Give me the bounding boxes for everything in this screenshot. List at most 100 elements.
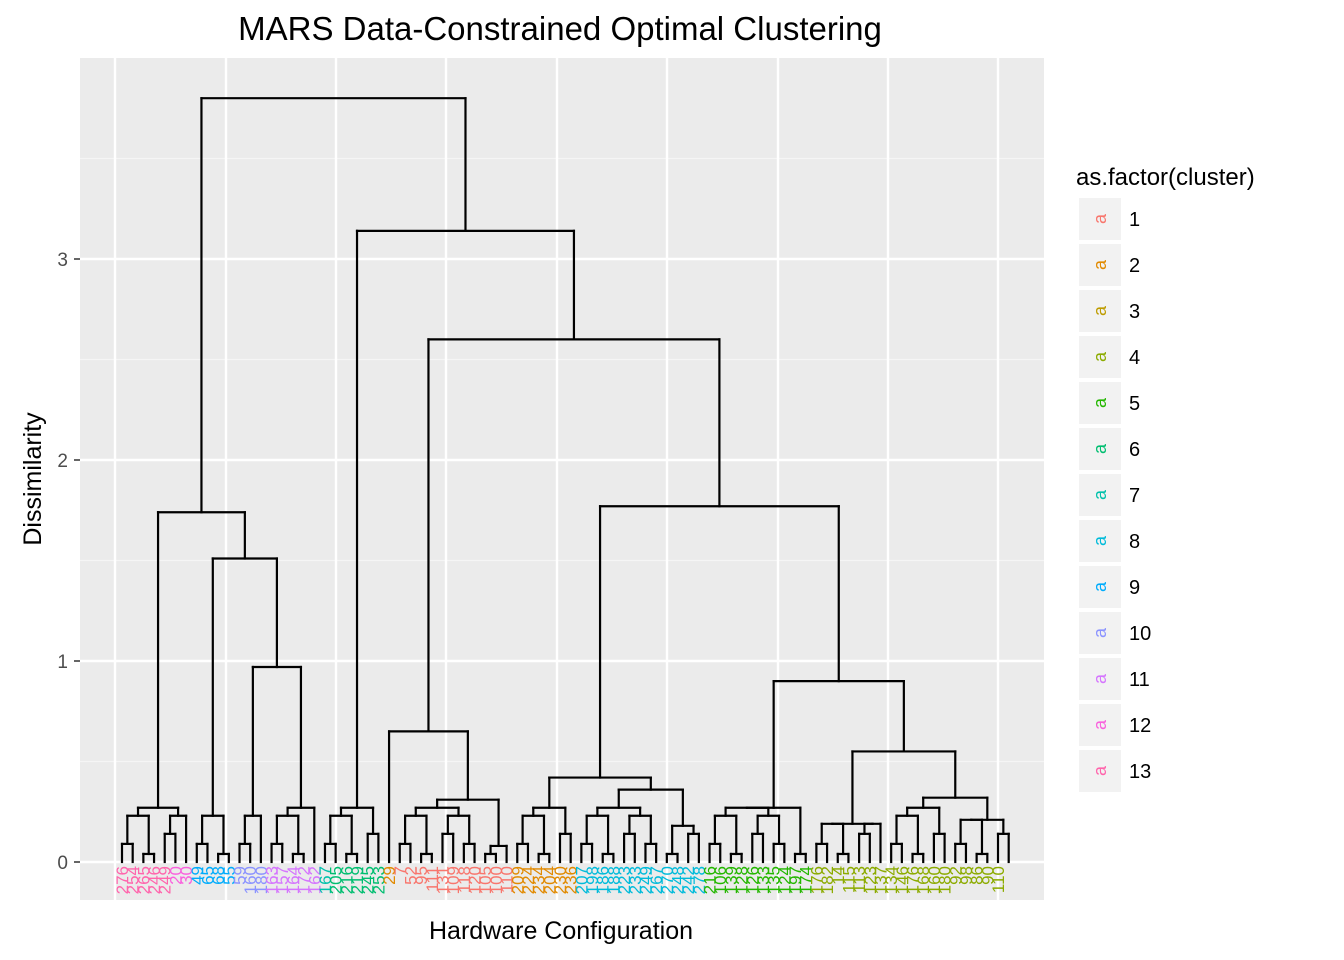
legend-key-13	[1079, 750, 1121, 792]
y-tick-label-2: 2	[57, 451, 68, 472]
leaf-label-68: 115	[839, 866, 858, 893]
leaf-label-71: 137	[871, 866, 890, 894]
leaf-label-3: 246	[145, 866, 164, 894]
leaf-label-14: 163	[263, 866, 282, 894]
y-axis: 0 1 2 3	[57, 250, 80, 874]
leaf-label-46: 188	[604, 866, 623, 894]
leaf-label-49: 249	[636, 866, 655, 894]
leaf-label-66: 182	[818, 866, 837, 894]
leaf-label-10: 55	[220, 866, 239, 885]
legend-key-6	[1079, 428, 1121, 470]
leaf-label-24: 253	[369, 866, 388, 894]
chart-title: MARS Data-Constrained Optimal Clustering	[238, 10, 882, 47]
legend-glyph-3: a	[1090, 305, 1110, 316]
leaf-label-32: 118	[455, 866, 474, 893]
leaf-label-52: 248	[669, 866, 688, 894]
leaf-label-82: 110	[989, 866, 1008, 893]
leaf-label-78: 92	[946, 866, 965, 885]
legend-key-11	[1079, 658, 1121, 700]
leaf-label-65: 176	[807, 866, 826, 894]
leaf-label-69: 113	[850, 866, 869, 893]
leaf-label-28: 95	[412, 866, 431, 885]
legend-key-12	[1079, 704, 1121, 746]
legend-glyph-13: a	[1090, 765, 1110, 776]
leaf-label-58: 128	[733, 866, 752, 894]
leaf-label-38: 224	[519, 866, 538, 894]
legend: as.factor(cluster) a 1 a 2 a 3 a 4 a 5 a 6 a 7 a 8 a 9 a 10…	[1076, 164, 1255, 792]
leaf-label-36: 110	[498, 866, 517, 893]
leaf-label-1: 254	[124, 866, 143, 894]
leaf-label-48: 233	[626, 866, 645, 894]
leaf-label-41: 230	[551, 866, 570, 894]
leaf-label-7: 49	[188, 866, 207, 885]
leaf-label-42: 236	[562, 866, 581, 894]
y-tick-label-0: 0	[57, 853, 68, 874]
x-axis-title: Hardware Configuration	[429, 917, 693, 945]
major-grid	[80, 58, 1044, 900]
leaf-label-37: 209	[508, 866, 527, 894]
dendrogram-tree	[120, 97, 1010, 864]
leaf-label-39: 234	[530, 866, 549, 894]
leaf-label-74: 176	[904, 866, 923, 894]
legend-label-6: 6	[1129, 439, 1140, 461]
leaf-label-57: 139	[722, 866, 741, 894]
legend-label-2: 2	[1129, 255, 1140, 277]
leaf-label-56: 106	[711, 866, 730, 894]
leaf-label-47: 223	[615, 866, 634, 894]
leaf-label-15: 157	[273, 866, 292, 894]
leaf-label-20: 205	[327, 866, 346, 894]
leaf-label-67: 14	[829, 866, 848, 885]
minor-grid	[80, 157, 1044, 763]
leaf-label-23: 245	[359, 866, 378, 894]
leaf-label-17: 172	[295, 866, 314, 894]
leaf-label-62: 124	[775, 866, 794, 894]
leaf-label-26: 7	[391, 866, 410, 875]
leaf-label-51: 270	[658, 866, 677, 894]
leaf-label-11: 59	[231, 866, 250, 885]
legend-glyph-10: a	[1090, 627, 1110, 638]
leaf-label-4: 249	[156, 866, 175, 894]
legend-title: as.factor(cluster)	[1076, 164, 1255, 191]
legend-glyph-4: a	[1090, 351, 1110, 362]
leaf-label-55: 216	[701, 866, 720, 894]
leaf-label-21: 216	[337, 866, 356, 894]
leaf-label-61: 135	[765, 866, 784, 894]
leaf-label-30: 131	[433, 866, 452, 894]
leaf-label-9: 68	[209, 866, 228, 885]
legend-glyph-11: a	[1090, 673, 1110, 684]
leaf-label-64: 174	[797, 866, 816, 894]
legend-glyph-12: a	[1090, 719, 1110, 730]
legend-key-8	[1079, 520, 1121, 562]
leaf-label-76: 160	[925, 866, 944, 894]
legend-key-1	[1079, 198, 1121, 240]
leaf-label-34: 105	[476, 866, 495, 894]
legend-glyph-6: a	[1090, 443, 1110, 454]
legend-label-9: 9	[1129, 577, 1140, 599]
legend-key-7	[1079, 474, 1121, 516]
legend-label-5: 5	[1129, 393, 1140, 415]
leaf-label-53: 242	[679, 866, 698, 894]
plot-panel	[80, 58, 1044, 900]
leaf-label-44: 198	[583, 866, 602, 894]
leaf-label-35: 100	[487, 866, 506, 894]
leaf-label-25: 29	[380, 866, 399, 885]
legend-key-5	[1079, 382, 1121, 424]
y-axis-title: Dissimilarity	[19, 412, 47, 546]
leaf-label-81: 90	[978, 866, 997, 885]
leaf-label-5: 20	[166, 866, 185, 885]
leaf-label-43: 207	[572, 866, 591, 894]
leaf-label-16: 164	[284, 866, 303, 894]
leaf-labels: 2762542652462492030496568555916018016315…	[113, 866, 1008, 894]
leaf-label-70: 123	[861, 866, 880, 894]
leaf-label-77: 180	[936, 866, 955, 894]
leaf-label-13: 180	[252, 866, 271, 894]
leaf-label-60: 133	[754, 866, 773, 894]
legend-label-4: 4	[1129, 347, 1140, 369]
legend-label-10: 10	[1129, 623, 1151, 645]
legend-key-10	[1079, 612, 1121, 654]
leaf-label-29: 111	[423, 866, 442, 892]
legend-label-11: 11	[1129, 669, 1150, 691]
leaf-label-8: 65	[198, 866, 217, 885]
leaf-label-50: 267	[647, 866, 666, 894]
